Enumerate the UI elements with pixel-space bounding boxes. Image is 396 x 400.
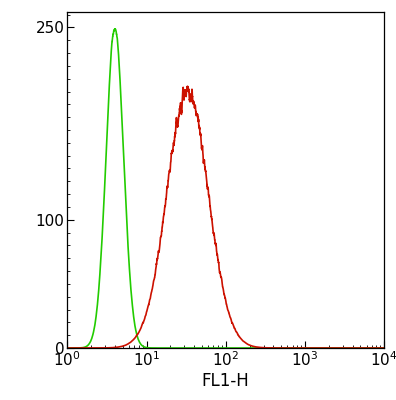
X-axis label: FL1-H: FL1-H (202, 372, 249, 390)
